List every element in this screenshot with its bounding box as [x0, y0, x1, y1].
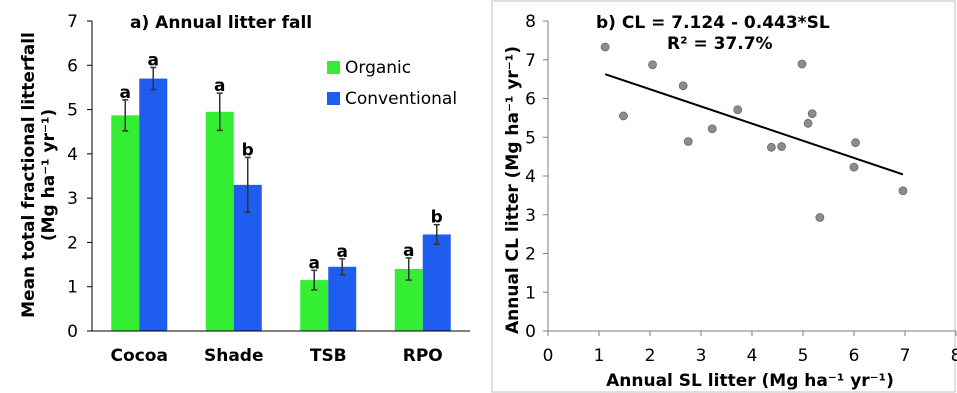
panel-a-y-tick-label: 0 — [67, 322, 78, 342]
panel-b-regression-line — [604, 73, 904, 176]
panel-b-x-tick-label: 2 — [645, 346, 656, 366]
panel-a-y-tick-label: 4 — [67, 145, 78, 165]
panel-b-data-point — [797, 59, 807, 69]
panel-a-bar — [139, 78, 168, 331]
panel-a-y-tick-label: 5 — [67, 101, 78, 121]
panel-b-x-tick-label: 1 — [594, 346, 605, 366]
panel-b-y-axis-label: Annual CL litter (Mg ha⁻¹ yr⁻¹) — [503, 46, 523, 334]
panel-b-data-point — [849, 162, 859, 172]
panel-a-y-axis-label-line2: (Mg ha⁻¹ yr⁻¹) — [39, 109, 59, 241]
panel-b-y-tick-label: 0 — [525, 322, 536, 342]
panel-b-y-ticks: 0 1 2 3 4 5 6 7 8 — [525, 12, 548, 342]
panel-a-significance-letter: a — [214, 76, 225, 96]
panel-b-data-point — [807, 109, 817, 119]
panel-a-y-tick-label: 3 — [67, 189, 78, 209]
panel-b-data-point — [733, 105, 743, 115]
panel-b-y-tick-label: 1 — [525, 283, 536, 303]
panel-b-x-tick-label: 0 — [543, 346, 554, 366]
panel-a-bar — [328, 266, 357, 331]
panel-a-legend-swatch — [327, 92, 340, 105]
panel-b-x-tick-label: 6 — [849, 346, 860, 366]
panel-a-legend-swatch — [327, 61, 340, 74]
panel-b-data-point — [648, 60, 657, 70]
panel-b-x-axis-label: Annual SL litter (Mg ha⁻¹ yr⁻¹) — [606, 371, 894, 391]
panel-b-x-tick-label: 3 — [696, 346, 707, 366]
panel-b-y-tick-label: 7 — [525, 51, 536, 71]
panel-b-x-tick-label: 5 — [798, 346, 809, 366]
panel-b-y-tick-label: 4 — [525, 167, 536, 187]
panel-b-x-tick-label: 4 — [747, 346, 758, 366]
panel-b-y-tick-label: 6 — [525, 90, 536, 110]
panel-b-scatter-chart: b) CL = 7.124 - 0.443*SL R² = 37.7% Annu… — [491, 0, 957, 393]
panel-b-data-point — [707, 124, 717, 134]
panel-b-data-point — [600, 42, 610, 52]
panel-a-significance-letter: a — [148, 51, 159, 71]
panel-a-significance-letter: a — [403, 241, 414, 261]
panel-b-points — [600, 42, 908, 222]
panel-b-y-tick-label: 2 — [525, 245, 536, 265]
panel-b-y-axis-label-group: Annual CL litter (Mg ha⁻¹ yr⁻¹) — [503, 46, 523, 334]
panel-a-y-tick-label: 7 — [67, 12, 78, 32]
panel-a-bar — [422, 234, 451, 331]
panel-b-data-point — [619, 111, 628, 121]
panel-a-bar — [205, 111, 234, 332]
panel-b-data-point — [766, 142, 776, 152]
panel-b-y-tick-label: 5 — [525, 128, 536, 148]
panel-b-data-point — [898, 186, 908, 196]
panel-b-data-point — [803, 118, 813, 128]
panel-b-data-point — [683, 137, 693, 146]
panel-b-plot-frame — [491, 0, 956, 393]
panel-a-y-tick-label: 1 — [67, 278, 78, 298]
panel-a-title: a) Annual litter fall — [130, 13, 312, 33]
panel-b-r-squared: R² = 37.7% — [667, 34, 773, 54]
panel-a-category-label: Shade — [204, 346, 264, 366]
panel-a-bar-chart: a) Annual litter fall Mean total fractio… — [19, 12, 470, 366]
panel-b-y-tick-label: 3 — [525, 206, 536, 226]
panel-a-category-label: RPO — [403, 346, 443, 366]
panel-b-regression-equation: b) CL = 7.124 - 0.443*SL — [596, 13, 830, 33]
panel-a-significance-letter: a — [120, 83, 131, 103]
panel-b-y-tick-label: 8 — [525, 12, 536, 32]
panel-a-y-tick-label: 6 — [67, 56, 78, 76]
panel-a-significance-letter: b — [242, 140, 254, 160]
panel-a-y-tick-label: 2 — [67, 233, 78, 253]
panel-a-legend-label: Conventional — [345, 89, 457, 109]
panel-a-legend: Organic Conventional — [327, 58, 457, 109]
panel-a-category-labels: Cocoa Shade TSB RPO — [111, 346, 443, 366]
panel-b-x-ticks: 0 1 2 3 4 5 6 7 8 — [543, 331, 957, 366]
panel-a-y-axis-label-line1: Mean total fractional litterfall — [19, 32, 39, 318]
panel-b-data-point — [678, 81, 688, 91]
panel-b-data-point — [777, 142, 786, 151]
panel-b-x-tick-label: 8 — [951, 346, 957, 366]
panel-b-data-point — [851, 138, 860, 148]
panel-a-significance-letter: a — [337, 242, 348, 262]
panel-b-data-point — [815, 213, 825, 222]
panel-a-legend-label: Organic — [345, 58, 411, 78]
panel-a-bar — [111, 115, 140, 331]
panel-a-y-axis-label: Mean total fractional litterfall (Mg ha⁻… — [19, 32, 59, 318]
panel-a-y-ticks: 0 1 2 3 4 5 6 7 — [67, 12, 92, 342]
panel-a-significance-letter: a — [309, 253, 320, 273]
panel-a-significance-letter: b — [431, 208, 443, 228]
panel-a-category-label: Cocoa — [111, 346, 168, 366]
panel-b-x-tick-label: 7 — [900, 346, 911, 366]
panel-a-category-label: TSB — [310, 346, 347, 366]
